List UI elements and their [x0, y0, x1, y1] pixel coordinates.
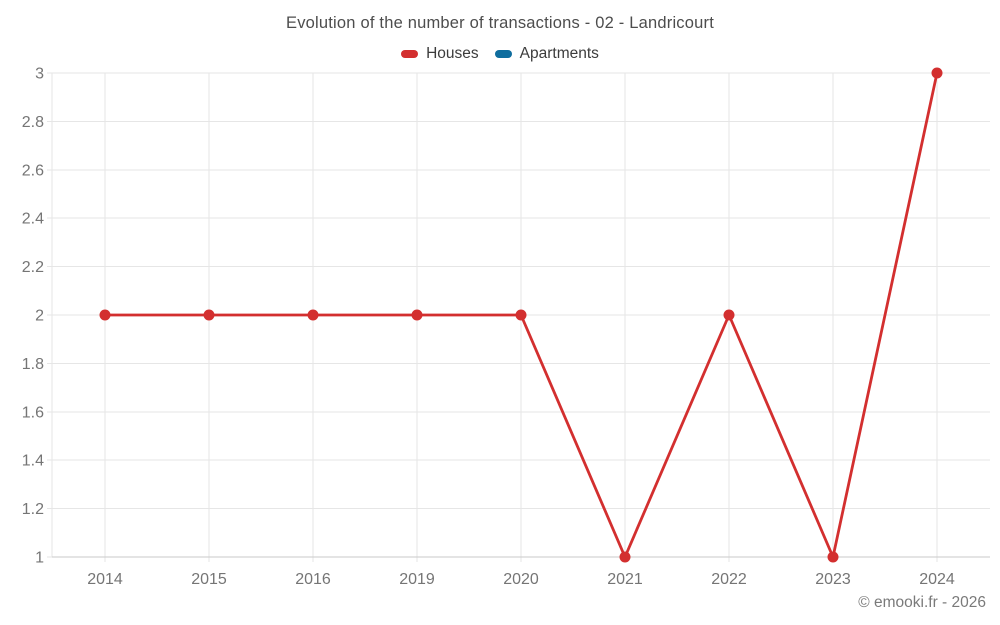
data-point-houses-2019[interactable] [411, 309, 423, 321]
x-axis-tick-label: 2016 [295, 571, 331, 588]
data-point-houses-2023[interactable] [827, 551, 839, 563]
x-axis-tick-label: 2019 [399, 571, 435, 588]
legend-item-houses[interactable]: Houses [401, 45, 479, 63]
y-axis-tick-label: 2.6 [22, 162, 44, 179]
x-axis-tick-label: 2021 [607, 571, 643, 588]
copyright-watermark: © emooki.fr - 2026 [858, 594, 986, 611]
x-axis-tick-label: 2024 [919, 571, 955, 588]
x-axis-tick-label: 2022 [711, 571, 747, 588]
legend-label-houses: Houses [426, 45, 479, 62]
x-axis-tick-label: 2023 [815, 571, 851, 588]
y-axis-tick-label: 1.2 [22, 501, 44, 518]
y-axis-tick-label: 1.8 [22, 356, 44, 373]
y-axis-tick-label: 1 [35, 550, 44, 567]
y-axis-tick-label: 2.2 [22, 259, 44, 276]
chart-legend: Houses Apartments [0, 45, 1000, 63]
data-point-houses-2014[interactable] [99, 309, 111, 321]
x-axis-tick-label: 2020 [503, 571, 539, 588]
legend-swatch-apartments [494, 50, 512, 58]
legend-swatch-houses [401, 50, 419, 58]
data-point-houses-2022[interactable] [723, 309, 735, 321]
data-point-houses-2021[interactable] [619, 551, 631, 563]
data-point-houses-2024[interactable] [931, 67, 943, 79]
y-axis-tick-label: 2.8 [22, 114, 44, 131]
legend-label-apartments: Apartments [519, 45, 599, 62]
x-axis-tick-label: 2014 [87, 571, 123, 588]
y-axis-tick-label: 1.6 [22, 404, 44, 421]
y-axis-tick-label: 3 [35, 66, 44, 83]
x-axis-tick-label: 2015 [191, 571, 227, 588]
data-point-houses-2020[interactable] [515, 309, 527, 321]
chart-title: Evolution of the number of transactions … [286, 14, 714, 32]
y-axis-tick-label: 2.4 [22, 211, 44, 228]
data-point-houses-2016[interactable] [307, 309, 319, 321]
y-axis-tick-label: 1.4 [22, 453, 44, 470]
legend-item-apartments[interactable]: Apartments [494, 45, 599, 63]
y-axis-tick-label: 2 [35, 308, 44, 325]
data-point-houses-2015[interactable] [203, 309, 215, 321]
